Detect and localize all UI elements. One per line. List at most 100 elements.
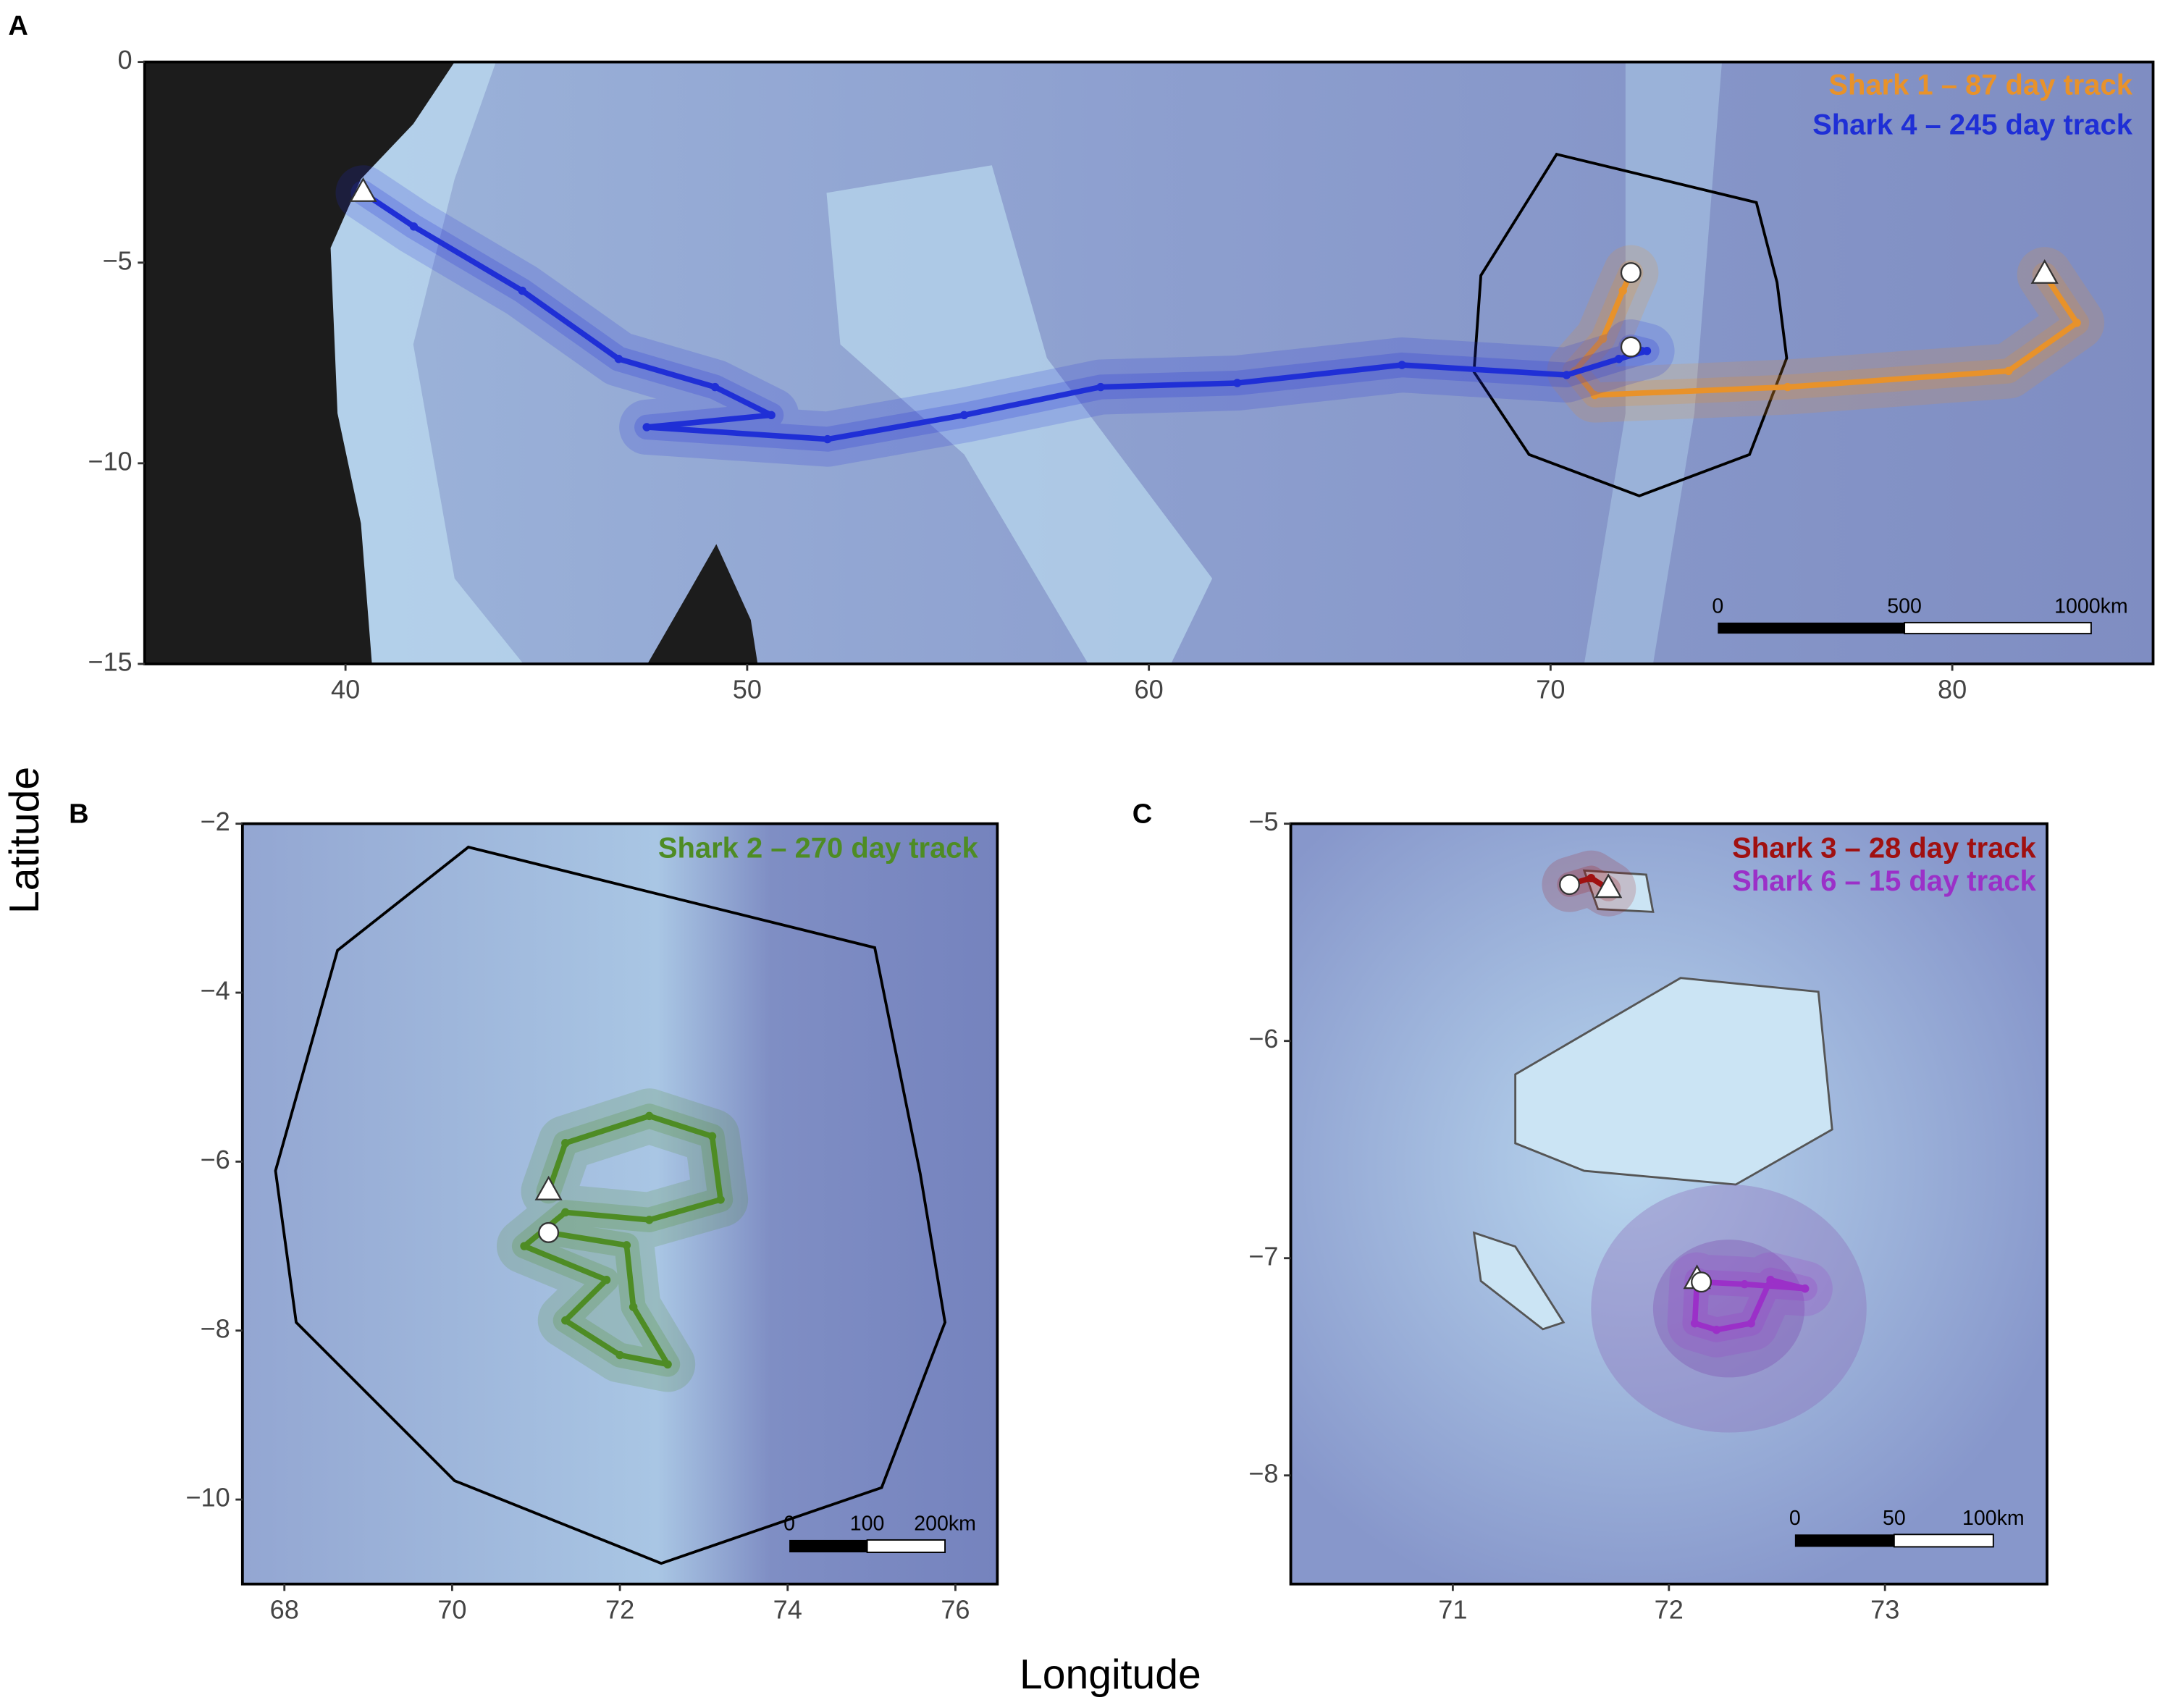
track-point xyxy=(561,1316,570,1325)
track-point xyxy=(1712,1326,1721,1334)
y-tick-label: −6 xyxy=(1248,1024,1278,1053)
scale-bar xyxy=(1718,622,1905,634)
y-tick-label: −15 xyxy=(88,647,132,677)
track-point xyxy=(1614,355,1623,363)
scale-bar-label: 200km xyxy=(914,1513,976,1536)
track-point xyxy=(561,1208,570,1217)
track-point xyxy=(1801,1284,1810,1293)
x-tick-label: 73 xyxy=(1870,1594,1899,1624)
scale-bar xyxy=(1904,621,2092,635)
x-tick-label: 76 xyxy=(941,1594,970,1624)
y-tick-label: −6 xyxy=(201,1145,230,1174)
scale-bar xyxy=(866,1539,946,1553)
x-tick-label: 40 xyxy=(331,675,360,704)
y-tick-label: −2 xyxy=(201,807,230,836)
y-axis-title: Latitude xyxy=(1,767,48,914)
scale-bar-label: 1000km xyxy=(2054,594,2127,618)
scale-bar-label: 500 xyxy=(1887,594,1922,618)
track-point xyxy=(1783,382,1792,392)
panel-a-background xyxy=(144,62,2153,664)
x-tick-label: 68 xyxy=(270,1594,299,1624)
start-marker xyxy=(1594,873,1623,899)
x-tick-label: 70 xyxy=(1536,675,1565,704)
end-marker xyxy=(1559,874,1580,896)
track-point xyxy=(1096,382,1105,392)
x-tick-label: 50 xyxy=(733,675,762,704)
x-tick-label: 71 xyxy=(1438,1594,1467,1624)
y-tick-label: −10 xyxy=(185,1483,230,1513)
legend-entry: Shark 6 – 15 day track xyxy=(1732,865,2036,897)
track-point xyxy=(1598,335,1608,343)
track-point xyxy=(707,1132,717,1141)
x-tick-label: 60 xyxy=(1135,675,1164,704)
scale-bar-label: 0 xyxy=(783,1513,795,1536)
panel-label: C xyxy=(1132,799,1152,829)
y-tick-label: −8 xyxy=(201,1313,230,1343)
legend-entry: Shark 4 – 245 day track xyxy=(1812,109,2133,141)
scale-bar-label: 50 xyxy=(1883,1507,1906,1530)
track-point xyxy=(663,1360,672,1369)
track-point xyxy=(959,411,969,420)
start-marker xyxy=(2030,259,2059,284)
track-point xyxy=(1398,361,1406,369)
end-marker xyxy=(1620,262,1642,284)
x-tick-label: 80 xyxy=(1938,675,1967,704)
tracks xyxy=(335,165,2105,467)
track-point xyxy=(1562,371,1571,379)
track-point xyxy=(710,382,720,392)
track-point xyxy=(823,434,832,444)
panel-c-background xyxy=(1290,823,2047,1584)
track-point xyxy=(602,1276,611,1284)
end-marker xyxy=(1691,1271,1713,1293)
track-point xyxy=(1232,379,1242,387)
y-tick-label: −5 xyxy=(1248,807,1278,836)
tracks xyxy=(496,1088,749,1392)
track-point xyxy=(642,423,651,432)
tracks xyxy=(1542,850,1833,1358)
track-point xyxy=(2004,366,2013,376)
track-point xyxy=(561,1138,570,1148)
scale-bar-label: 100 xyxy=(850,1513,885,1536)
track-point xyxy=(1747,1319,1755,1328)
scale-bar-label: 100km xyxy=(1962,1507,2025,1530)
y-tick-label: −10 xyxy=(88,446,132,476)
end-marker xyxy=(1620,336,1642,358)
legend-entry: Shark 2 – 270 day track xyxy=(658,832,979,864)
panel-label: B xyxy=(69,799,88,829)
track-point xyxy=(622,1241,631,1250)
track-point xyxy=(629,1303,638,1311)
x-tick-label: 72 xyxy=(1655,1594,1684,1624)
scale-bar xyxy=(1893,1534,1994,1548)
track-point xyxy=(1766,1276,1775,1284)
y-tick-label: −7 xyxy=(1248,1241,1278,1271)
x-tick-label: 72 xyxy=(605,1594,634,1624)
scale-bar-label: 0 xyxy=(1789,1507,1801,1530)
panel-label: A xyxy=(8,11,28,41)
start-marker xyxy=(534,1175,563,1200)
end-marker xyxy=(538,1221,560,1243)
scale-bar-label: 0 xyxy=(1712,594,1723,618)
track-point xyxy=(2072,319,2081,327)
track-point xyxy=(1590,390,1600,400)
track-point xyxy=(409,222,419,231)
track-point xyxy=(520,1242,529,1250)
x-axis-title: Longitude xyxy=(1020,1652,1201,1698)
track-point xyxy=(614,355,623,363)
x-tick-label: 74 xyxy=(773,1594,802,1624)
legend-entry: Shark 1 – 87 day track xyxy=(1828,69,2132,101)
track-point xyxy=(1690,1319,1699,1328)
legend-entry: Shark 3 – 28 day track xyxy=(1732,832,2036,864)
track-point xyxy=(1587,873,1596,883)
track-point xyxy=(1618,286,1627,295)
x-tick-label: 70 xyxy=(437,1594,466,1624)
track-line xyxy=(361,190,1650,442)
panel-b-background xyxy=(242,823,998,1584)
scale-bar xyxy=(789,1539,867,1553)
track-point xyxy=(716,1195,725,1204)
track-point xyxy=(644,1216,654,1224)
track-point xyxy=(644,1111,654,1121)
y-tick-label: −8 xyxy=(1248,1458,1278,1488)
track-point xyxy=(518,286,526,295)
track-point xyxy=(767,411,776,420)
